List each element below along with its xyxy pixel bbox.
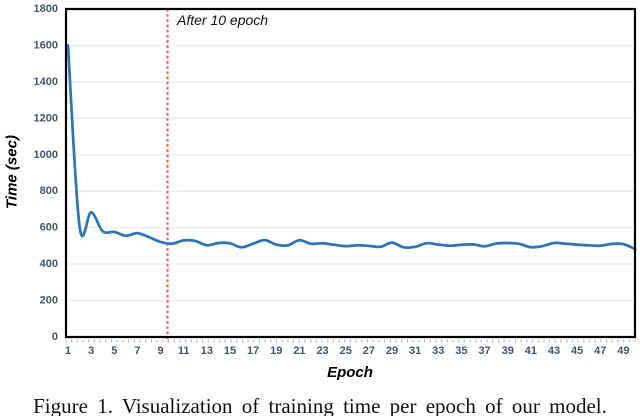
gridlines bbox=[66, 8, 635, 338]
x-tick-label: 47 bbox=[594, 345, 606, 357]
y-tick-label: 1800 bbox=[34, 3, 58, 15]
x-tick-label: 43 bbox=[548, 345, 560, 357]
x-tick-label: 33 bbox=[432, 345, 444, 357]
x-tick-label: 41 bbox=[525, 345, 537, 357]
x-tick-label: 7 bbox=[134, 345, 140, 357]
plot-border bbox=[64, 7, 637, 339]
y-tick-label: 1400 bbox=[34, 76, 58, 88]
x-tick-label: 5 bbox=[111, 345, 117, 357]
x-minor-ticks bbox=[65, 339, 636, 343]
x-tick-label: 31 bbox=[409, 345, 421, 357]
y-tick-labels: 0 200 400 600 800 1000 1200 1400 1600 1800 bbox=[34, 3, 58, 343]
x-tick-label: 19 bbox=[270, 345, 282, 357]
figure-caption: Figure 1. Visualization of training time… bbox=[33, 394, 607, 416]
x-tick-label: 37 bbox=[478, 345, 490, 357]
x-tick-label: 49 bbox=[617, 345, 629, 357]
y-tick-label: 600 bbox=[40, 222, 58, 234]
y-tick-label: 0 bbox=[52, 331, 58, 343]
x-tick-label: 39 bbox=[502, 345, 514, 357]
after-epoch-annotation: After 10 epoch bbox=[177, 12, 269, 28]
x-tick-label: 17 bbox=[247, 345, 259, 357]
x-tick-label: 9 bbox=[158, 345, 164, 357]
x-tick-label: 35 bbox=[455, 345, 467, 357]
y-tick-label: 1600 bbox=[34, 39, 58, 51]
x-tick-label: 11 bbox=[178, 345, 190, 357]
y-tick-label: 1200 bbox=[34, 112, 58, 124]
x-tick-label: 45 bbox=[571, 345, 583, 357]
y-tick-label: 800 bbox=[40, 185, 58, 197]
y-tick-label: 1000 bbox=[34, 149, 58, 161]
x-axis-title: Epoch bbox=[327, 364, 373, 381]
x-tick-label: 3 bbox=[88, 345, 94, 357]
x-tick-label: 29 bbox=[386, 345, 398, 357]
x-tick-label: 23 bbox=[316, 345, 328, 357]
x-tick-label: 1 bbox=[65, 345, 71, 357]
x-tick-label: 25 bbox=[340, 345, 352, 357]
x-tick-label: 27 bbox=[363, 345, 375, 357]
x-tick-label: 13 bbox=[201, 345, 213, 357]
x-tick-label: 21 bbox=[293, 345, 305, 357]
y-tick-label: 200 bbox=[40, 295, 58, 307]
x-tick-labels: 1 3 5 7 9 11 13 15 17 19 21 23 25 27 29 31 33 35 37 39 41 43 4… bbox=[65, 345, 630, 357]
training-time-series-line bbox=[66, 44, 637, 251]
y-tick-label: 400 bbox=[40, 258, 58, 270]
x-tick-label: 15 bbox=[224, 345, 236, 357]
